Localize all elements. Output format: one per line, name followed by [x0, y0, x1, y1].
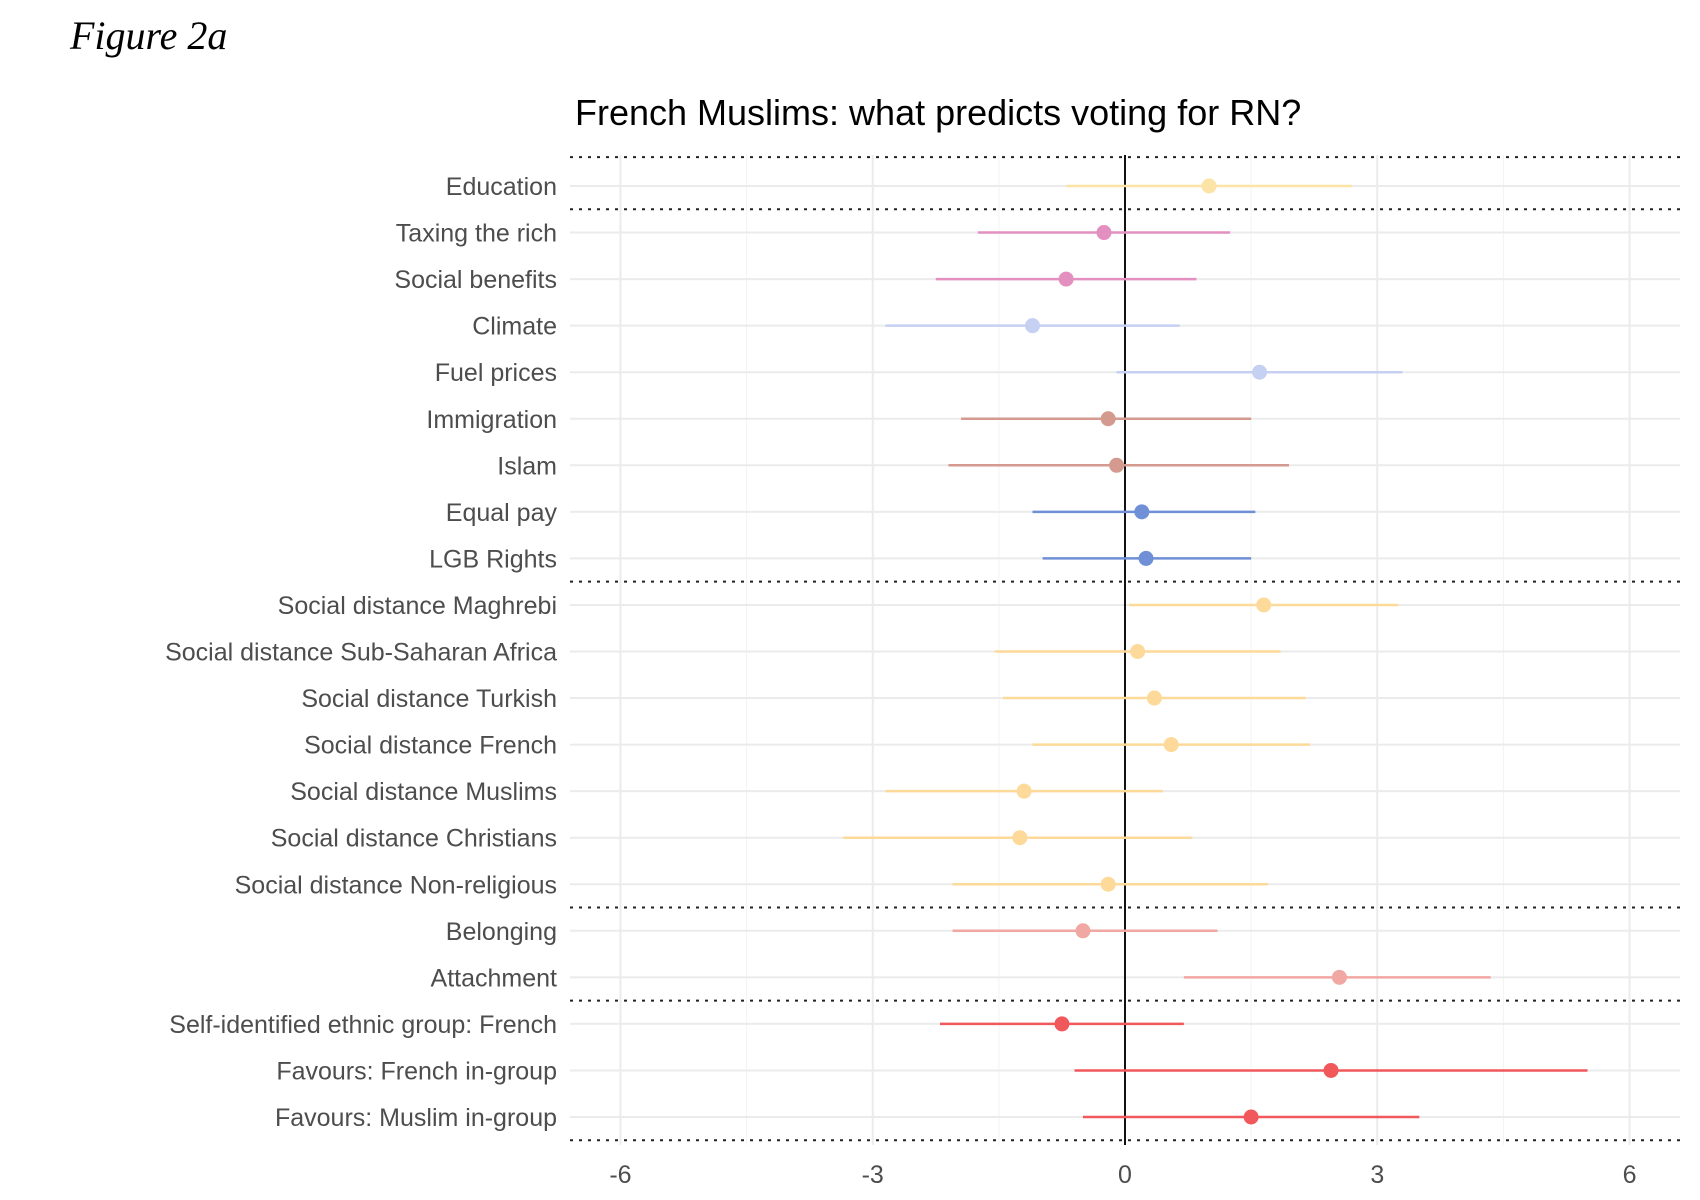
point-estimate	[1075, 923, 1091, 939]
figure-label: Figure 2a	[70, 13, 228, 58]
point-estimate	[1100, 411, 1116, 427]
y-tick-label: Fuel prices	[435, 359, 557, 387]
point-estimate	[1130, 644, 1146, 659]
x-tick-label: -3	[862, 1161, 884, 1189]
point-estimate	[1252, 364, 1268, 380]
y-tick-label: Education	[446, 173, 557, 201]
point-estimate	[1331, 969, 1347, 985]
y-tick-label: Immigration	[426, 406, 557, 434]
y-tick-label: Social benefits	[394, 266, 557, 294]
y-tick-label: Climate	[472, 313, 557, 341]
y-tick-label: Social distance Christians	[271, 825, 557, 853]
point-estimate	[1096, 225, 1112, 241]
point-estimate	[1146, 690, 1162, 706]
point-estimate	[1012, 830, 1028, 846]
point-estimate	[1201, 178, 1217, 194]
point-estimate	[1134, 504, 1150, 520]
y-tick-label: Social distance Turkish	[301, 685, 557, 713]
point-estimate	[1243, 1109, 1259, 1125]
y-tick-label: Social distance Non-religious	[235, 871, 557, 899]
row-label-layer: Education Taxing the rich Social benefits C…	[165, 173, 557, 1132]
y-tick-label: Self-identified ethnic group: French	[169, 1011, 557, 1039]
point-estimate	[1025, 318, 1040, 334]
ci-layer	[843, 178, 1588, 1125]
y-tick-label: Belonging	[446, 918, 557, 946]
y-tick-label: Taxing the rich	[396, 220, 557, 248]
y-tick-label: Social distance French	[304, 732, 557, 760]
x-tick-label: 3	[1370, 1161, 1384, 1189]
y-tick-label: Favours: French in-group	[276, 1057, 557, 1085]
y-tick-label: Islam	[497, 452, 557, 480]
point-estimate	[1100, 876, 1116, 892]
y-tick-label: Social distance Sub-Saharan Africa	[165, 639, 557, 667]
y-tick-label: Equal pay	[446, 499, 558, 527]
y-tick-label: Attachment	[431, 964, 558, 992]
point-estimate	[1058, 271, 1074, 287]
point-estimate	[1016, 783, 1032, 799]
x-tick-label: 0	[1118, 1161, 1132, 1189]
point-estimate	[1138, 550, 1154, 566]
y-tick-label: LGB Rights	[429, 545, 557, 573]
point-estimate	[1163, 737, 1179, 753]
point-estimate	[1323, 1062, 1339, 1078]
chart-title: French Muslims: what predicts voting for…	[575, 92, 1302, 133]
y-tick-label: Social distance Muslims	[290, 778, 557, 806]
x-tick-label: 6	[1623, 1161, 1637, 1189]
point-estimate	[1109, 457, 1125, 473]
y-tick-label: Social distance Maghrebi	[278, 592, 557, 620]
x-tick-layer: -6 -3 0 3 6	[609, 1161, 1636, 1189]
point-estimate	[1054, 1016, 1070, 1032]
y-tick-label: Favours: Muslim in-group	[275, 1104, 557, 1132]
x-tick-label: -6	[609, 1161, 631, 1189]
point-estimate	[1256, 597, 1272, 613]
